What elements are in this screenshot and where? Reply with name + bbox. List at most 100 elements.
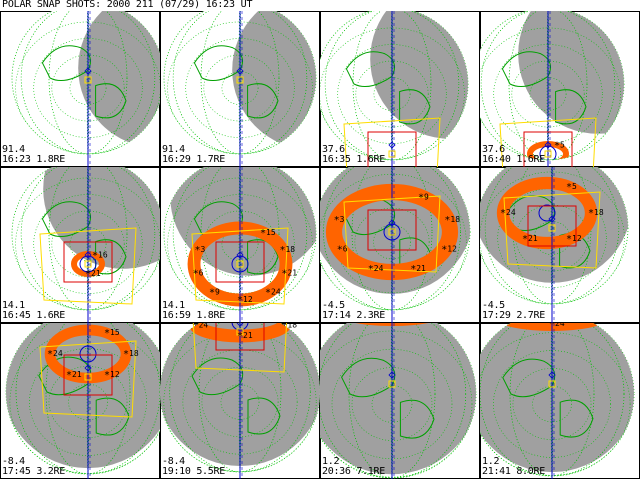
nightside-shade <box>480 323 634 473</box>
globe-plot: * 5 <box>480 11 640 167</box>
diamond-marker <box>236 67 244 75</box>
mlt-star-icon: * <box>566 234 572 245</box>
tilt-angle: -4.5 <box>322 300 345 311</box>
globe-plot <box>320 11 480 167</box>
globe-plot <box>160 11 320 167</box>
spacecraft-marker <box>548 380 556 388</box>
mlt-label: 21 <box>91 269 101 278</box>
time-distance: 17:45 3.2RE <box>2 466 65 477</box>
snapshot-panel: 37.6 16:35 1.6RE <box>320 11 480 167</box>
mlt-star-icon: * <box>237 331 243 342</box>
mlt-star-icon: * <box>123 349 129 360</box>
mlt-star-icon: * <box>549 323 555 330</box>
spacecraft-marker <box>388 380 396 388</box>
globe-plot: * 15* 18* 21* 24* 12* 9* 6* 3 <box>160 167 320 323</box>
fov-inner-box <box>215 241 265 283</box>
spacecraft-marker <box>544 150 552 158</box>
latlon-grid <box>160 323 320 472</box>
tilt-angle: 37.6 <box>322 144 345 155</box>
snapshot-panel: *9*18*21*24-8.419:10 5.5RE <box>160 323 320 479</box>
globe-plot: * 16* 21 <box>0 167 160 323</box>
mlt-star-icon: * <box>92 250 98 261</box>
nightside-shade <box>232 11 316 150</box>
fov-outer-box <box>192 323 288 373</box>
fov-outer-box <box>191 227 289 305</box>
diamond-marker <box>544 141 552 149</box>
mlt-label: 16 <box>98 250 108 259</box>
mlt-label: 15 <box>266 228 276 237</box>
time-distance: 17:14 2.3RE <box>322 310 385 321</box>
continent-outline <box>193 45 279 119</box>
time-distance: 16:23 1.8RE <box>2 154 65 165</box>
mlt-star-icon: * <box>281 323 287 332</box>
globe-plot: * 9* 18* 12* 21* 24* 6* 3 <box>320 167 480 323</box>
fov-outer-box <box>343 117 441 167</box>
snapshot-panel: *2*241.220:36 7.1RE <box>320 323 480 479</box>
mlt-star-icon: * <box>193 323 199 332</box>
mlt-star-icon: * <box>195 245 201 256</box>
fov-inner-box <box>63 241 113 283</box>
mlt-star-icon: * <box>85 269 91 280</box>
time-distance: 16:29 1.7RE <box>162 154 225 165</box>
mlt-star-icon: * <box>588 208 594 219</box>
globe-plot <box>0 11 160 167</box>
fov-inner-box <box>367 131 417 167</box>
mlt-label: 5 <box>572 182 577 191</box>
mlt-star-icon: * <box>500 208 506 219</box>
globe-plot: *2*24 <box>320 323 480 479</box>
fov-inner-box <box>63 354 113 396</box>
mlt-star-icon: * <box>209 288 215 299</box>
nightside-shade <box>78 11 160 148</box>
spacecraft-marker <box>236 260 244 268</box>
mlt-star-icon: * <box>441 244 447 255</box>
mlt-label: 24 <box>199 323 209 330</box>
time-distance: 19:10 5.5RE <box>162 466 225 477</box>
mlt-label: 18 <box>285 245 295 254</box>
mlt-label: 24 <box>53 349 63 358</box>
mlt-star-icon: * <box>554 140 560 151</box>
mlt-label: 24 <box>555 323 565 328</box>
mlt-label: 18 <box>450 215 460 224</box>
globe-plot: *9*18*21*24 <box>160 323 320 479</box>
mlt-star-icon: * <box>104 328 110 339</box>
tilt-angle: 37.6 <box>482 144 505 155</box>
mlt-label: 6 <box>199 268 204 277</box>
diamond-marker <box>84 251 92 259</box>
mlt-star-icon: * <box>337 244 343 255</box>
mlt-label: 24 <box>374 264 384 273</box>
snapshot-panel: * 9 * 18 * 12 * 21 * 24 * 6 * 3 -4.5 17:14 2.3RE <box>320 167 480 323</box>
spacecraft-marker <box>84 76 92 84</box>
time-distance: 17:29 2.7RE <box>482 310 545 321</box>
auroral-oval <box>496 176 598 250</box>
mlt-star-icon: * <box>281 268 287 279</box>
time-distance: 20:36 7.1RE <box>322 466 385 477</box>
globe-plot: *2*24 <box>480 323 640 479</box>
mlt-label: 21 <box>287 268 297 277</box>
snapshot-panel: * 5 * 18 * 12 * 21 * 24 -4.5 17:29 2.7RE <box>480 167 640 323</box>
snapshot-panel: * 15 * 18 * 12 * 21 * 24 -8.4 17:45 3.2RE <box>0 323 160 479</box>
mlt-label: 12 <box>110 370 120 379</box>
mlt-label: 12 <box>572 234 582 243</box>
continent-outline <box>191 357 281 435</box>
mlt-label: 21 <box>72 370 82 379</box>
mlt-star-icon: * <box>368 264 374 275</box>
spacecraft-marker <box>236 76 244 84</box>
snapshot-panel: *2*241.221:41 8.0RE <box>480 323 640 479</box>
diamond-marker <box>84 67 92 75</box>
mlt-label: 15 <box>110 328 120 337</box>
tilt-angle: 1.2 <box>482 456 500 467</box>
fov-outer-box <box>39 227 137 305</box>
tilt-angle: 14.1 <box>162 300 185 311</box>
mlt-star-icon: * <box>237 295 243 306</box>
mlt-label: 3 <box>201 245 206 254</box>
mlt-label: 9 <box>215 288 220 297</box>
mlt-label: 6 <box>343 244 348 253</box>
continent-outline <box>345 51 431 125</box>
snapshot-panel: * 15 * 18 * 21 * 24 * 12 * 9 * 6 * 3 14.1 16:59 1.8RE <box>160 167 320 323</box>
time-distance: 21:41 8.0RE <box>482 466 545 477</box>
mlt-star-icon: * <box>265 288 271 299</box>
page-title: POLAR SNAP SHOTS: 2000 211 (07/29) 16:23… <box>2 0 253 10</box>
spacecraft-marker <box>236 328 244 336</box>
mlt-star-icon: * <box>410 264 416 275</box>
